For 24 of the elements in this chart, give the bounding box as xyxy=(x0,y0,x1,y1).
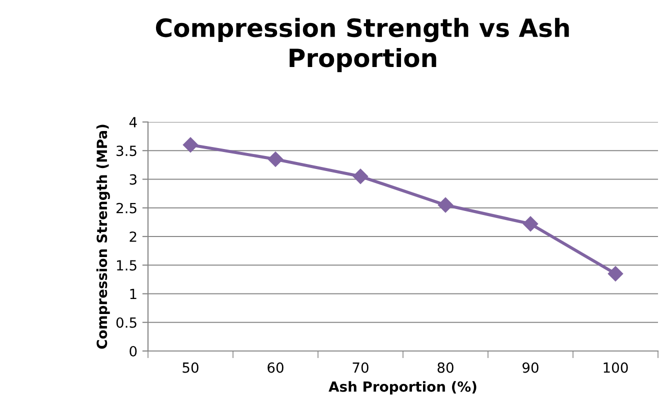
x-tick-label: 100 xyxy=(604,362,628,373)
point xyxy=(522,216,538,232)
x-axis-title: Ash Proportion (%) xyxy=(328,381,476,395)
x-tick-label: 70 xyxy=(352,362,368,373)
y-axis-title: Compression Strength (MPa) xyxy=(96,124,110,349)
y-tick-label: 2.5 xyxy=(116,202,136,214)
x-tick-label: 80 xyxy=(438,362,454,373)
y-tick-label: 0 xyxy=(130,346,137,356)
x-tick-label: 90 xyxy=(522,362,538,373)
point xyxy=(352,168,368,184)
y-tick-label: 1.5 xyxy=(117,260,136,271)
point xyxy=(608,266,624,282)
y-tick-label: 1 xyxy=(130,288,136,300)
y-tick-label: 3 xyxy=(130,174,136,185)
point xyxy=(182,137,198,152)
y-tick-label: 4 xyxy=(129,117,137,128)
y-tick-label: 0.5 xyxy=(116,317,136,328)
y-tick-label: 2 xyxy=(130,231,136,242)
y-tick-label: 3.5 xyxy=(116,146,136,156)
x-tick-label: 60 xyxy=(268,362,284,373)
point xyxy=(268,152,284,167)
x-tick-label: 50 xyxy=(182,362,198,373)
point xyxy=(438,197,454,213)
chart-title: Compression Strength vs Ash Proportion xyxy=(156,18,569,72)
